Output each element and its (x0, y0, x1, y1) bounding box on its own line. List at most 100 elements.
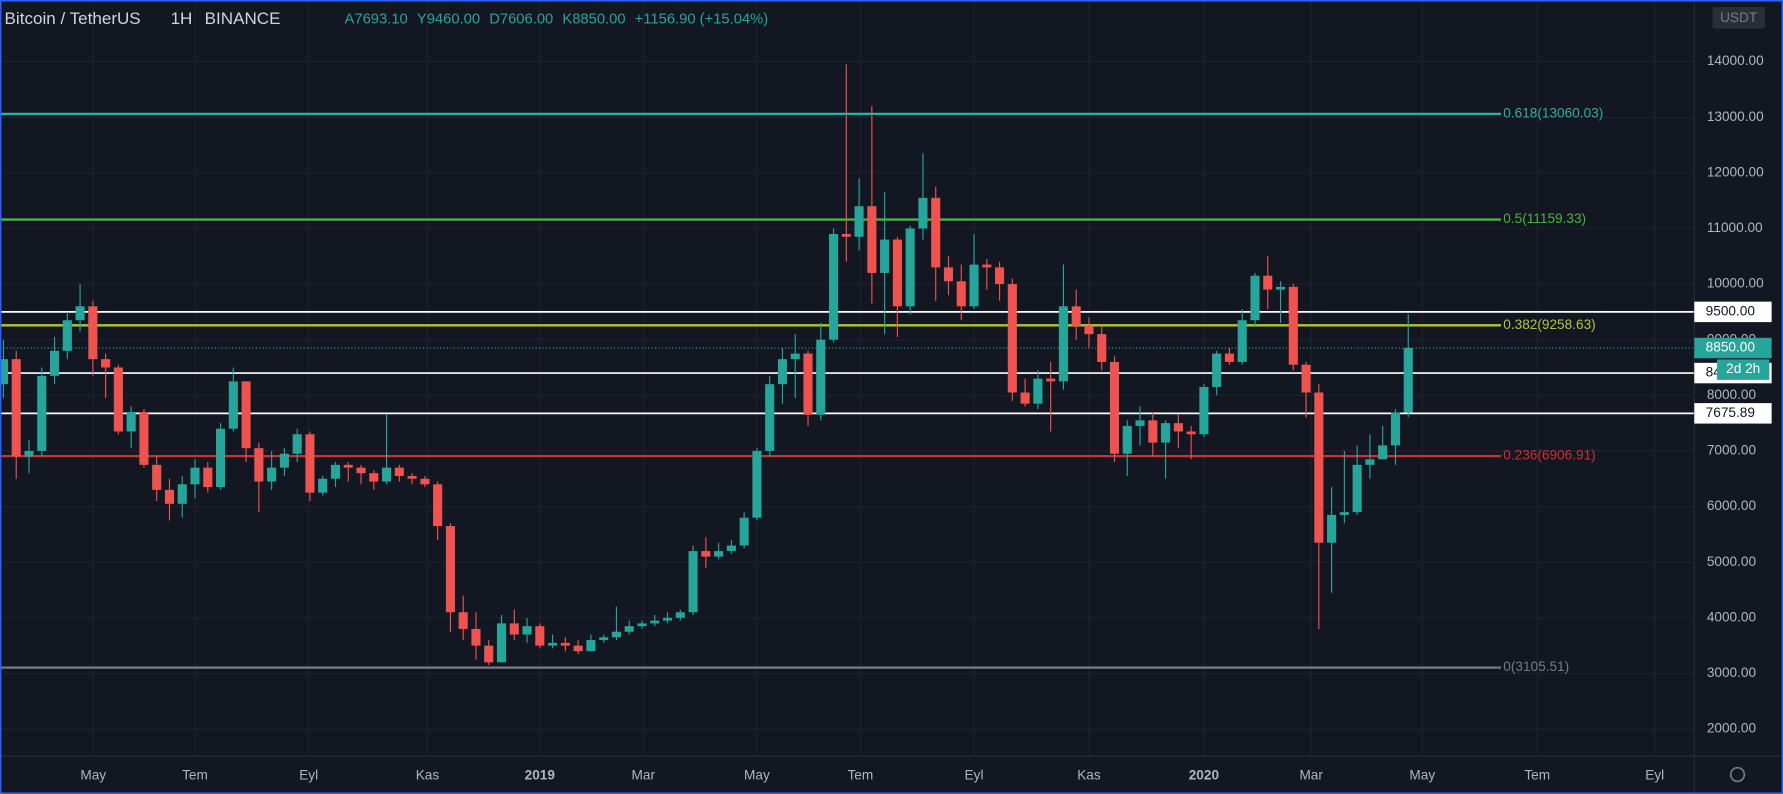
candle-body (318, 478, 328, 493)
y-tick-label: 2000.00 (1707, 721, 1757, 736)
candle-body (267, 467, 277, 482)
candle-body (330, 464, 341, 479)
candle-body (1033, 378, 1043, 404)
fib-label: 0.236(6906.91) (1503, 448, 1595, 463)
x-tick-label: May (744, 767, 770, 782)
candle-body (1327, 514, 1337, 543)
x-tick-label: 2019 (525, 767, 556, 782)
x-tick-label: 2020 (1189, 767, 1220, 782)
candle-body (548, 642, 558, 646)
candle-body (407, 475, 417, 479)
y-tick-label: 11000.00 (1707, 220, 1763, 235)
candle-body (356, 467, 366, 474)
candle-body (394, 467, 404, 476)
x-tick-label: Eyl (965, 767, 984, 782)
candle-body (509, 623, 519, 635)
candle-body (739, 517, 749, 546)
candle-body (880, 239, 890, 273)
candle-body (816, 339, 826, 415)
candle-body (522, 626, 532, 635)
symbol[interactable]: Bitcoin / TetherUS (5, 9, 141, 28)
candle-body (931, 197, 941, 268)
candle-body (1007, 284, 1017, 393)
x-tick-label: Kas (1077, 767, 1101, 782)
x-tick-label: Eyl (1645, 767, 1664, 782)
x-tick-label: Mar (632, 767, 656, 782)
candles (0, 64, 1413, 666)
candle-body (1288, 286, 1298, 365)
candle-body (445, 526, 455, 613)
y-tick-label: 8000.00 (1707, 387, 1757, 402)
candle-body (943, 267, 954, 282)
candle-body (573, 645, 583, 652)
price-label: 9500.00 (1706, 303, 1756, 318)
candle-body (675, 612, 685, 618)
y-tick-label: 10000.00 (1707, 276, 1764, 291)
candle-body (152, 464, 162, 490)
y-tick-label: 6000.00 (1707, 498, 1757, 513)
candle-body (611, 631, 621, 638)
candle-body (420, 478, 430, 485)
candle-body (241, 381, 251, 449)
candle-body (1058, 306, 1068, 382)
candle-body (701, 551, 711, 557)
levels: 0.618(13060.03) 0.5(11159.33) 0.382(9258.6… (0, 105, 1695, 674)
candle-body (1148, 420, 1158, 443)
ohlc-value: A7693.10 (345, 11, 408, 27)
grid (0, 0, 1695, 757)
candle-body (305, 434, 315, 493)
candle-body (1046, 378, 1056, 382)
candle-body (650, 620, 660, 624)
candle-body (382, 467, 392, 482)
candle-body (586, 640, 596, 652)
candle-body (662, 617, 673, 621)
x-tick-label: May (1409, 767, 1435, 782)
settings-icon[interactable] (1729, 766, 1746, 783)
candle-body (1250, 275, 1260, 321)
y-tick-label: 12000.00 (1707, 164, 1764, 179)
interval[interactable]: 1H (171, 9, 193, 28)
x-tick-label: Eyl (299, 767, 318, 782)
candle-body (369, 473, 379, 482)
candle-body (688, 551, 698, 613)
candle-body (841, 233, 851, 237)
header: Bitcoin / TetherUS 1H BINANCE A7693.10 Y9… (5, 9, 769, 28)
axes: 2000.00 3000.00 4000.00 5000.00 6000.00 7000.… (80, 53, 1772, 782)
candle-body (62, 320, 72, 351)
candle-body (790, 353, 800, 360)
candle-body (343, 464, 353, 468)
candle-body (829, 233, 839, 340)
candle-body (995, 267, 1005, 285)
ohlc-value: K8850.00 (562, 11, 625, 27)
price-label-box (1694, 301, 1772, 323)
candle-body (471, 628, 481, 646)
candle-body (777, 359, 788, 385)
candle-body (1314, 392, 1324, 543)
candle-body (1071, 306, 1081, 326)
x-tick-label: May (80, 767, 106, 782)
candle-body (1301, 364, 1311, 393)
candle-body (49, 350, 60, 376)
candle-body (969, 264, 979, 307)
candle-body (1365, 459, 1375, 465)
candle-body (279, 453, 289, 468)
candle-body (190, 467, 200, 485)
candle-body (1135, 420, 1145, 426)
candle-body (918, 197, 928, 229)
candle-body (24, 450, 34, 457)
candle-body (1173, 423, 1183, 432)
candle-body (75, 306, 85, 321)
candle-body (216, 428, 226, 488)
y-tick-label: 3000.00 (1707, 665, 1757, 680)
candle-body (1122, 425, 1132, 454)
candle-body (1097, 334, 1107, 362)
y-tick-label: 7000.00 (1707, 443, 1757, 458)
candle-body (37, 375, 47, 451)
last-price-label: 8850.00 (1706, 340, 1756, 355)
ohlc-value: D7606.00 (489, 11, 553, 27)
y-tick-label: 13000.00 (1707, 109, 1764, 124)
candle-body (1084, 325, 1094, 335)
candle-body (599, 637, 609, 641)
